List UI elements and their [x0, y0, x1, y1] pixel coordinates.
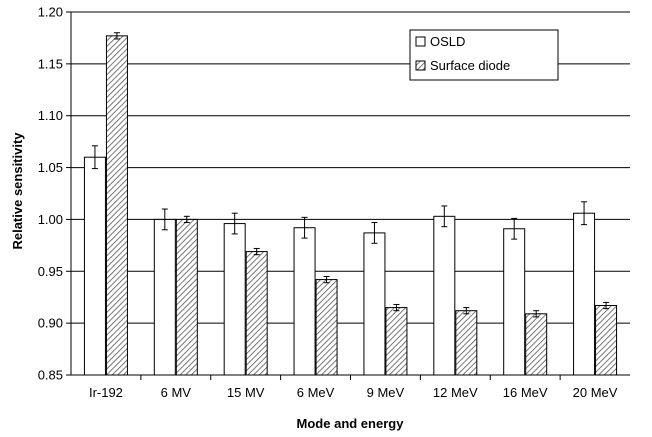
- y-tick-label: 0.95: [38, 264, 63, 279]
- y-tick-label: 1.15: [38, 56, 63, 71]
- y-tick-label: 1.10: [38, 108, 63, 123]
- x-tick-label: Ir-192: [89, 385, 123, 400]
- bar-surface-diode: [595, 305, 618, 376]
- x-tick-label: 6 MV: [161, 385, 192, 400]
- bar-osld: [573, 212, 596, 376]
- x-tick-label: 9 MeV: [367, 385, 405, 400]
- axes: [66, 11, 630, 380]
- bar-surface-diode: [455, 310, 478, 376]
- y-tick-label: 1.05: [38, 160, 63, 175]
- tick-labels: 0.85 0.90 0.95 1.00 1.05 1.10 1.15 1.20 Ir-192 6 …: [38, 5, 618, 401]
- y-axis-title: Relative sensitivity: [10, 132, 25, 250]
- bar-osld: [433, 215, 456, 376]
- x-tick-label: 15 MV: [227, 385, 265, 400]
- x-tick-label: 16 MeV: [503, 385, 548, 400]
- y-tick-label: 1.20: [38, 5, 63, 20]
- bar-surface-diode: [105, 35, 128, 376]
- bar-surface-diode: [525, 313, 548, 376]
- bar-osld: [153, 218, 176, 376]
- y-tick-label: 0.90: [38, 316, 63, 331]
- bar-surface-diode: [385, 307, 408, 376]
- x-tick-label: 20 MeV: [573, 385, 618, 400]
- legend: OSLD Surface diode: [409, 29, 559, 81]
- y-tick-label: 1.00: [38, 212, 63, 227]
- bar-osld: [83, 156, 106, 376]
- legend-label-surface-diode: Surface diode: [430, 58, 510, 73]
- x-tick-label: 12 MeV: [433, 385, 478, 400]
- y-tick-label: 0.85: [38, 368, 63, 383]
- bar-osld: [293, 227, 316, 376]
- bar-surface-diode: [175, 218, 198, 376]
- bar-osld: [363, 232, 386, 376]
- legend-swatch-osld: [415, 36, 426, 47]
- legend-box: [409, 29, 559, 81]
- x-axis-title: Mode and energy: [297, 416, 405, 431]
- x-tick-label: 6 MeV: [297, 385, 335, 400]
- legend-swatch-surface-diode: [415, 60, 426, 71]
- bar-surface-diode: [245, 251, 268, 376]
- bar-surface-diode: [315, 279, 338, 376]
- bar-osld: [223, 223, 246, 376]
- bars: [83, 32, 618, 376]
- bar-osld: [503, 228, 526, 376]
- legend-label-osld: OSLD: [430, 34, 465, 49]
